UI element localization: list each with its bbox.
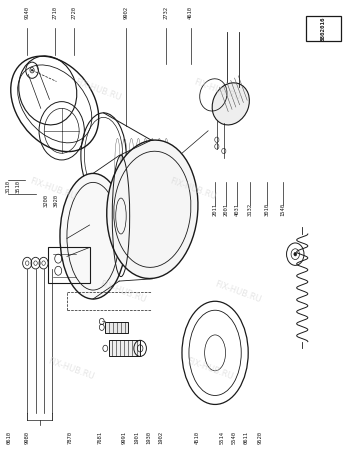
Text: 4610: 4610 bbox=[188, 6, 193, 18]
Text: 2001: 2001 bbox=[223, 203, 228, 216]
Text: 9902: 9902 bbox=[124, 6, 129, 18]
Text: 1540: 1540 bbox=[281, 203, 286, 216]
Text: 7870: 7870 bbox=[68, 432, 73, 444]
Bar bbox=[109, 340, 140, 356]
Text: 4510: 4510 bbox=[195, 432, 200, 444]
Text: 2732: 2732 bbox=[164, 6, 169, 18]
Text: 2720: 2720 bbox=[71, 6, 76, 18]
Text: 3920: 3920 bbox=[54, 194, 59, 207]
Text: 5540: 5540 bbox=[232, 432, 237, 444]
Text: 9991: 9991 bbox=[122, 432, 127, 444]
Text: 9980: 9980 bbox=[25, 432, 29, 444]
Bar bbox=[48, 248, 90, 284]
Text: FIX-HUB.RU: FIX-HUB.RU bbox=[29, 176, 77, 202]
Text: 3200: 3200 bbox=[43, 194, 49, 207]
Circle shape bbox=[32, 69, 33, 71]
Circle shape bbox=[294, 252, 297, 256]
Text: 9140: 9140 bbox=[25, 6, 29, 18]
Text: 3510: 3510 bbox=[16, 180, 21, 194]
Text: FIX-HUB.RU: FIX-HUB.RU bbox=[168, 176, 217, 202]
Bar bbox=[306, 16, 341, 41]
Text: 1930: 1930 bbox=[146, 432, 151, 444]
Ellipse shape bbox=[107, 140, 198, 279]
Bar bbox=[105, 322, 128, 333]
Text: 1901: 1901 bbox=[134, 432, 139, 444]
Text: 5514: 5514 bbox=[219, 432, 225, 444]
Text: FIX-HUB.RU: FIX-HUB.RU bbox=[74, 78, 123, 103]
Text: 3010: 3010 bbox=[265, 203, 270, 216]
Text: 2710: 2710 bbox=[52, 6, 57, 18]
Text: 0610: 0610 bbox=[7, 432, 12, 444]
Ellipse shape bbox=[60, 173, 126, 299]
Text: FIX-HUB.RU: FIX-HUB.RU bbox=[213, 280, 262, 305]
Text: FIX-HUB.RU: FIX-HUB.RU bbox=[186, 356, 234, 381]
Text: 8802016: 8802016 bbox=[321, 17, 326, 41]
Text: 3110: 3110 bbox=[5, 180, 10, 194]
Text: 7681: 7681 bbox=[98, 432, 103, 444]
Text: 9520: 9520 bbox=[258, 432, 263, 444]
Text: FIX-HUB.RU: FIX-HUB.RU bbox=[193, 78, 241, 103]
Text: 2011: 2011 bbox=[212, 203, 218, 216]
Text: 4031: 4031 bbox=[234, 203, 239, 216]
Ellipse shape bbox=[212, 83, 250, 125]
Text: 0611: 0611 bbox=[244, 432, 249, 444]
Text: FIX-HUB.RU: FIX-HUB.RU bbox=[46, 356, 95, 381]
Text: 1902: 1902 bbox=[159, 432, 163, 444]
Text: 3132: 3132 bbox=[247, 203, 252, 216]
Text: FIX-HUB.RU: FIX-HUB.RU bbox=[98, 280, 147, 305]
